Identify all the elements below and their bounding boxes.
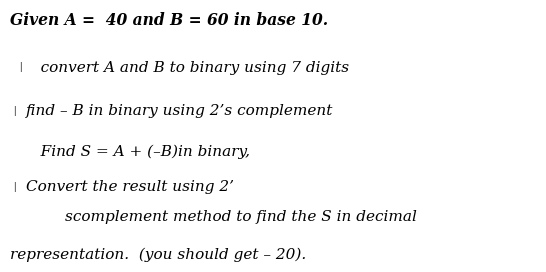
Text: Convert the result using 2’: Convert the result using 2’ bbox=[26, 181, 234, 194]
Text: ❘: ❘ bbox=[16, 62, 25, 72]
Text: convert A and B to binary using 7 digits: convert A and B to binary using 7 digits bbox=[26, 61, 349, 75]
Text: representation.  (you should get – 20).: representation. (you should get – 20). bbox=[10, 247, 306, 262]
Text: Given A =  40 and B = 60 in base 10.: Given A = 40 and B = 60 in base 10. bbox=[10, 11, 328, 29]
Text: Find S = A + (–B)in binary,: Find S = A + (–B)in binary, bbox=[26, 145, 250, 159]
Text: ❘: ❘ bbox=[10, 106, 19, 116]
Text: find – B in binary using 2’s complement: find – B in binary using 2’s complement bbox=[26, 104, 334, 118]
Text: scomplement method to find the S in decimal: scomplement method to find the S in deci… bbox=[26, 211, 417, 224]
Text: ❘: ❘ bbox=[10, 182, 19, 192]
